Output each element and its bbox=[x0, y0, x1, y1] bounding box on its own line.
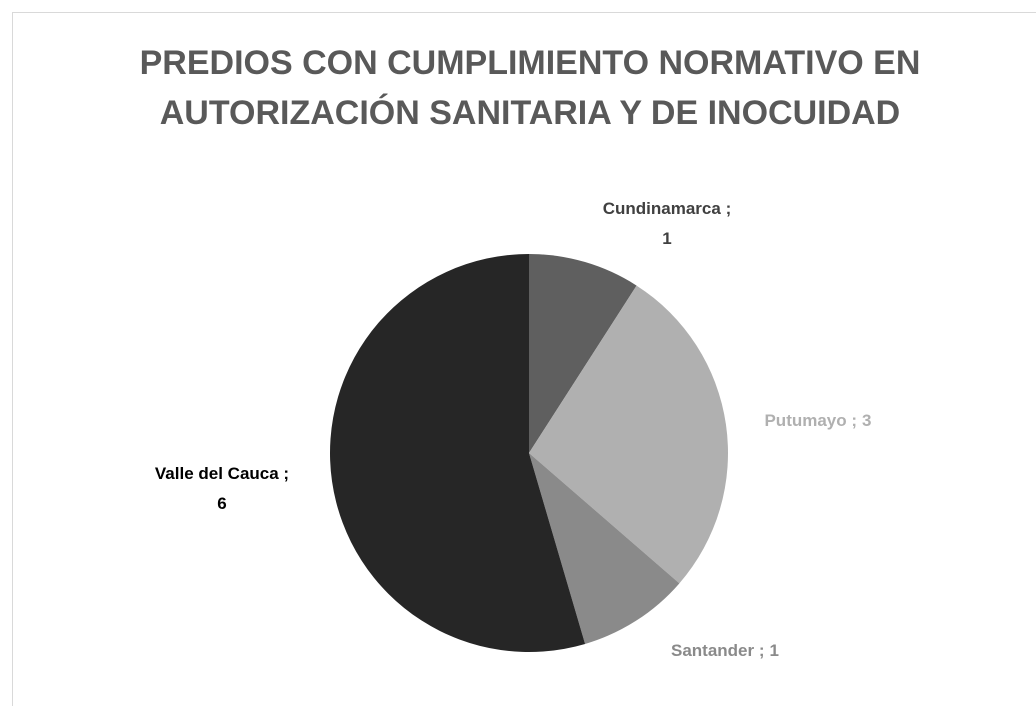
pie-slice bbox=[529, 453, 680, 644]
data-label: Putumayo ; 3 bbox=[764, 411, 871, 430]
label-category: Santander bbox=[671, 641, 755, 660]
label-category: Cundinamarca bbox=[603, 199, 722, 218]
label-value: 1 bbox=[770, 641, 779, 660]
chart-title: PREDIOS CON CUMPLIMIENTO NORMATIVO EN AU… bbox=[139, 44, 921, 132]
label-value: 6 bbox=[217, 494, 226, 513]
data-label: Santander ; 1 bbox=[671, 641, 779, 660]
pie-slice bbox=[529, 254, 637, 453]
label-category: Putumayo bbox=[764, 411, 846, 430]
label-separator: ; bbox=[279, 464, 289, 483]
chart-frame bbox=[12, 12, 1036, 706]
data-label: Cundinamarca ; 1 bbox=[603, 199, 731, 248]
label-value: 3 bbox=[862, 411, 871, 430]
data-label: Valle del Cauca ; 6 bbox=[155, 464, 289, 513]
pie-slice bbox=[529, 285, 728, 584]
label-separator: ; bbox=[721, 199, 731, 218]
label-category: Valle del Cauca bbox=[155, 464, 279, 483]
label-value: 1 bbox=[662, 229, 671, 248]
label-separator: ; bbox=[754, 641, 764, 660]
label-separator: ; bbox=[847, 411, 857, 430]
pie-slice bbox=[329, 253, 586, 652]
